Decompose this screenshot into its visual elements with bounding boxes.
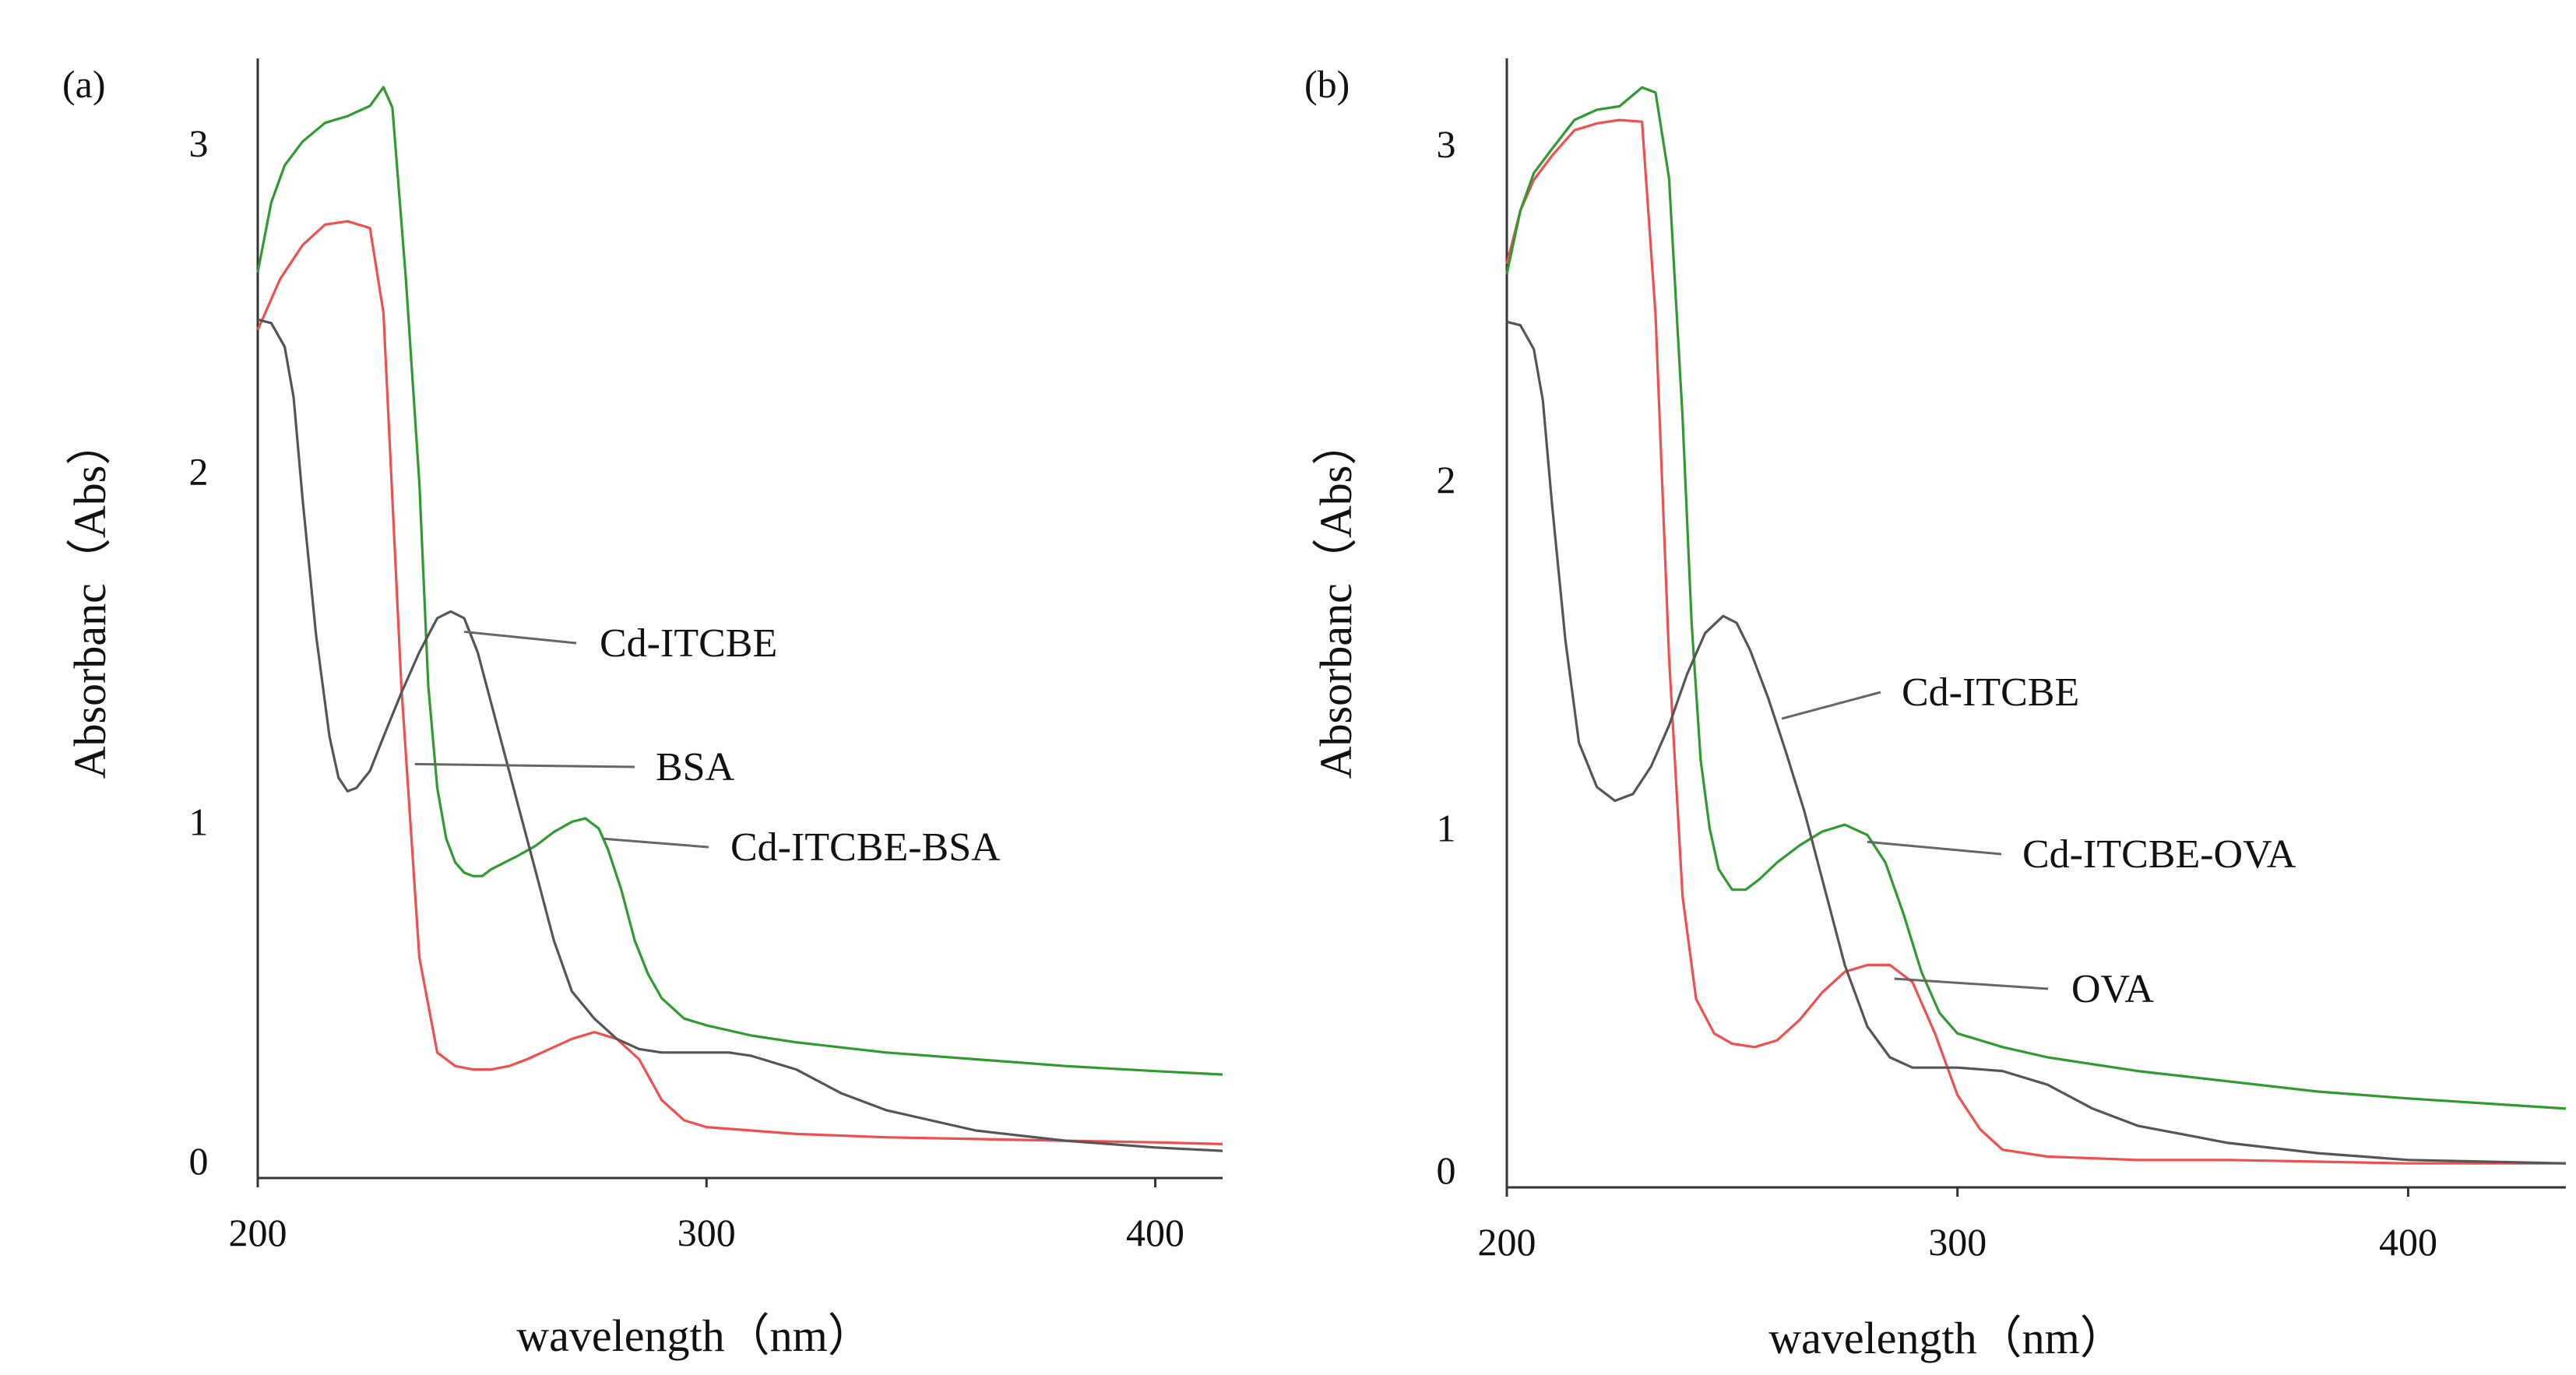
y-tick-label: 3 [189, 121, 209, 165]
y-tick-label: 1 [189, 800, 209, 843]
panel-a-xlabel: wavelength（nm） [516, 1310, 872, 1361]
panel-a-yticks: 0 1 2 3 [189, 121, 209, 1183]
panel-b-yticks: 0 1 2 3 [1437, 122, 1456, 1192]
panel-a: (a) Absorbanc（Abs） wavelength（nm） 200 300… [62, 58, 1223, 1361]
panel-b-xlabel: wavelength（nm） [1768, 1313, 2124, 1363]
panel-b: (b) Absorbanc（Abs） wavelength（nm） 200 300… [1304, 58, 2567, 1363]
x-tick-label: 200 [1478, 1220, 1536, 1264]
panel-a-lines [256, 86, 1223, 1152]
panel-b-ylabel: Absorbanc（Abs） [1311, 420, 1361, 779]
annotation-label: Cd-ITCBE [600, 621, 777, 666]
annotation-label: Cd-ITCBE-BSA [730, 825, 1001, 870]
panel-a-label: (a) [62, 62, 106, 106]
annotation-leader [1894, 977, 2049, 990]
y-tick-label: 2 [1437, 458, 1456, 501]
series-line-cd-itcbe [257, 318, 1223, 1152]
annotation-leader [463, 630, 577, 645]
series-line-bsa [256, 220, 1223, 1145]
series-line-cd-itcbe-ova [1505, 86, 2567, 1110]
panel-b-xticks: 200 300 400 [1478, 1187, 2437, 1264]
annotation-leader [603, 837, 709, 849]
x-tick-label: 400 [2379, 1220, 2437, 1264]
annotation-leader [414, 762, 635, 768]
annotation-label: Cd-ITCBE [1902, 670, 2079, 715]
x-tick-label: 300 [677, 1211, 736, 1254]
panel-b-label: (b) [1304, 62, 1350, 106]
panel-a-xticks: 200 300 400 [229, 1178, 1184, 1254]
y-tick-label: 2 [189, 450, 209, 494]
series-line-ova [1505, 118, 2566, 1165]
panel-b-lines [1505, 86, 2567, 1165]
series-line-cd-itcbe [1506, 320, 2567, 1165]
annotation-label: Cd-ITCBE-OVA [2022, 832, 2296, 877]
panel-a-annotations: Cd-ITCBE BSA Cd-ITCBE-BSA [414, 621, 1001, 870]
y-tick-label: 0 [1437, 1148, 1456, 1192]
x-tick-label: 200 [229, 1211, 287, 1254]
annotation-leader [1867, 840, 2002, 856]
series-line-cd-itcbe-bsa [256, 86, 1223, 1076]
panel-a-ylabel: Absorbanc（Abs） [65, 420, 115, 779]
x-tick-label: 400 [1126, 1211, 1184, 1254]
x-tick-label: 300 [1928, 1220, 1987, 1264]
y-tick-label: 3 [1437, 122, 1456, 166]
annotation-label: BSA [656, 745, 735, 789]
annotation-leader [1781, 691, 1881, 720]
y-tick-label: 1 [1437, 807, 1456, 850]
panel-b-annotations: Cd-ITCBE Cd-ITCBE-OVA OVA [1781, 670, 2296, 1011]
annotation-label: OVA [2071, 967, 2154, 1011]
y-tick-label: 0 [189, 1139, 209, 1183]
